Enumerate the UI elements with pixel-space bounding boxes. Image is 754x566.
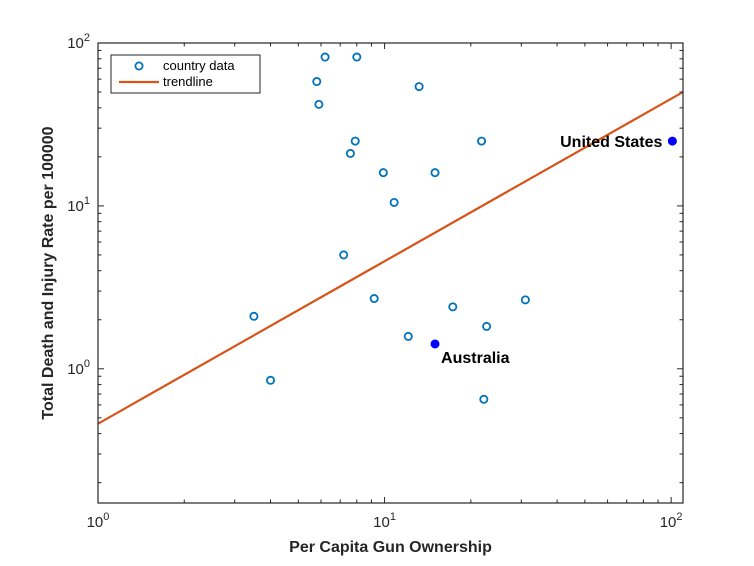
legend-box (110, 54, 261, 94)
plot-layer: United States Australia (98, 43, 683, 503)
data-point (345, 148, 355, 158)
data-point (314, 99, 324, 109)
data-point (482, 321, 492, 331)
x-axis-label: Per Capita Gun Ownership (289, 539, 492, 556)
data-point (389, 197, 399, 207)
legend-label-country-data: country data (163, 58, 235, 73)
data-point (320, 52, 330, 62)
data-point (520, 295, 530, 305)
y-axis-label: Total Death and Injury Rate per 100000 (40, 126, 57, 419)
data-point (350, 136, 360, 146)
highlight-point (430, 339, 440, 349)
axes-box (97, 42, 684, 504)
data-point (448, 302, 458, 312)
trendline (98, 91, 683, 425)
axes-layer: 100 101 102 100 101 102 (67, 32, 684, 531)
x-tick-label: 101 (373, 511, 396, 531)
data-point (479, 394, 489, 404)
y-tick-label: 100 (67, 358, 90, 378)
data-point (266, 375, 276, 385)
plot-area (98, 43, 683, 503)
data-point (339, 250, 349, 260)
data-point (414, 82, 424, 92)
legend-marker-country-data (134, 61, 144, 71)
highlight-label: United States (560, 134, 662, 151)
y-tick-label: 101 (67, 195, 90, 215)
legend-label-trendline: trendline (163, 74, 213, 89)
data-point (352, 52, 362, 62)
highlight-label: Australia (441, 350, 510, 367)
x-tick-label: 102 (660, 511, 683, 531)
label-layer: Per Capita Gun Ownership Total Death and… (40, 126, 492, 556)
data-point (430, 168, 440, 178)
x-tick-label: 100 (87, 511, 110, 531)
data-point (312, 77, 322, 87)
highlight-point (667, 136, 677, 146)
data-point (249, 311, 259, 321)
data-point (369, 294, 379, 304)
data-point (477, 136, 487, 146)
data-point (403, 331, 413, 341)
y-tick-label: 102 (67, 32, 90, 52)
data-point (378, 168, 388, 178)
